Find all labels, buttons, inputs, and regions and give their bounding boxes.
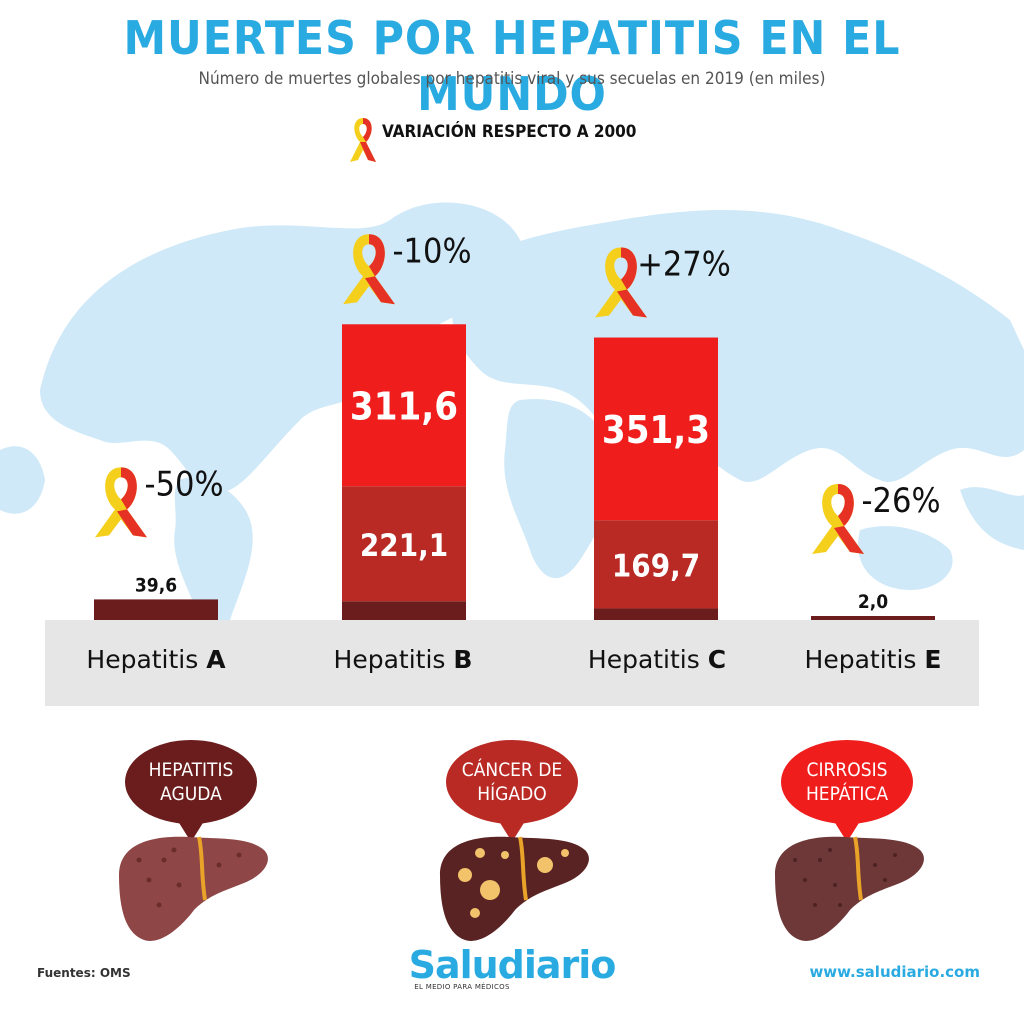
bar-hepatitis-b-s1: [342, 486, 466, 602]
category-band: [45, 620, 979, 706]
liver-icon: [119, 836, 268, 941]
variation-ribbon-icon-hepatitis-b: [343, 234, 395, 305]
variation-ribbon-icon-hepatitis-a: [95, 467, 147, 538]
outcome-label-cancer: CÁNCER DE HÍGADO: [461, 759, 563, 805]
variation-label-hepatitis-a: -50%: [144, 464, 223, 504]
stacked-bar-chart: 39,6-50%36,0221,1311,6-10%22,2169,7351,3…: [94, 231, 941, 620]
bar-hepatitis-b-s0: [342, 601, 466, 620]
variation-label-hepatitis-c: +27%: [637, 245, 731, 285]
website-link[interactable]: www.saludiario.com: [809, 963, 980, 981]
page-title: MUERTES POR HEPATITIS EN EL MUNDO: [123, 11, 901, 121]
outcome-cirrhosis: [775, 740, 924, 941]
data-label-hepatitis-e-s0: 2,0: [858, 591, 888, 613]
brand-tagline: EL MEDIO PARA MÉDICOS: [414, 983, 510, 991]
liver-cirrhosis-icon: [775, 836, 924, 941]
data-label-hepatitis-b-s2: 311,6: [350, 384, 458, 428]
variation-ribbon-icon-hepatitis-e: [812, 484, 864, 554]
variation-label-hepatitis-b: -10%: [392, 231, 471, 271]
bar-hepatitis-c-s0: [594, 608, 718, 620]
category-label-hepatitis-a: Hepatitis A: [86, 645, 226, 674]
brand-logo[interactable]: Saludiario EL MEDIO PARA MÉDICOS: [0, 944, 1024, 991]
category-label-hepatitis-c: Hepatitis C: [587, 645, 727, 674]
bar-hepatitis-c-s1: [594, 520, 718, 609]
data-label-hepatitis-c-s1: 169,7: [612, 548, 700, 584]
category-label-hepatitis-e: Hepatitis E: [804, 645, 942, 674]
bar-hepatitis-a-s0: [94, 599, 218, 620]
awareness-ribbon-icon: [350, 118, 376, 162]
data-label-hepatitis-c-s2: 351,3: [602, 408, 710, 452]
speech-bubble: [781, 740, 913, 824]
outcome-label-cirrhosis: CIRROSIS HEPÁTICA: [805, 759, 889, 805]
chart-legend: VARIACIÓN RESPECTO A 2000: [346, 114, 706, 166]
bar-hepatitis-b-s2: [342, 324, 466, 487]
category-label-hepatitis-b: Hepatitis B: [333, 645, 473, 674]
outcome-cancer: [440, 740, 589, 941]
variation-label-hepatitis-e: -26%: [861, 481, 940, 521]
outcome-acute: [119, 740, 268, 941]
bar-hepatitis-e-s0: [811, 616, 935, 620]
bar-hepatitis-c-s2: [594, 337, 718, 521]
brand-name: Saludiario: [408, 943, 617, 987]
speech-bubble: [125, 740, 257, 824]
liver-tumor-icon: [440, 836, 589, 941]
sources-note: Fuentes: OMS: [37, 966, 131, 980]
variation-ribbon-icon-hepatitis-c: [595, 247, 647, 318]
page-subtitle: Número de muertes globales por hepatitis…: [198, 69, 826, 89]
legend-label: VARIACIÓN RESPECTO A 2000: [382, 122, 637, 142]
outcome-label-acute: HEPATITIS AGUDA: [148, 759, 234, 805]
data-label-hepatitis-b-s1: 221,1: [360, 528, 448, 564]
speech-bubble: [446, 740, 578, 824]
data-label-hepatitis-a-s0: 39,6: [135, 574, 177, 596]
